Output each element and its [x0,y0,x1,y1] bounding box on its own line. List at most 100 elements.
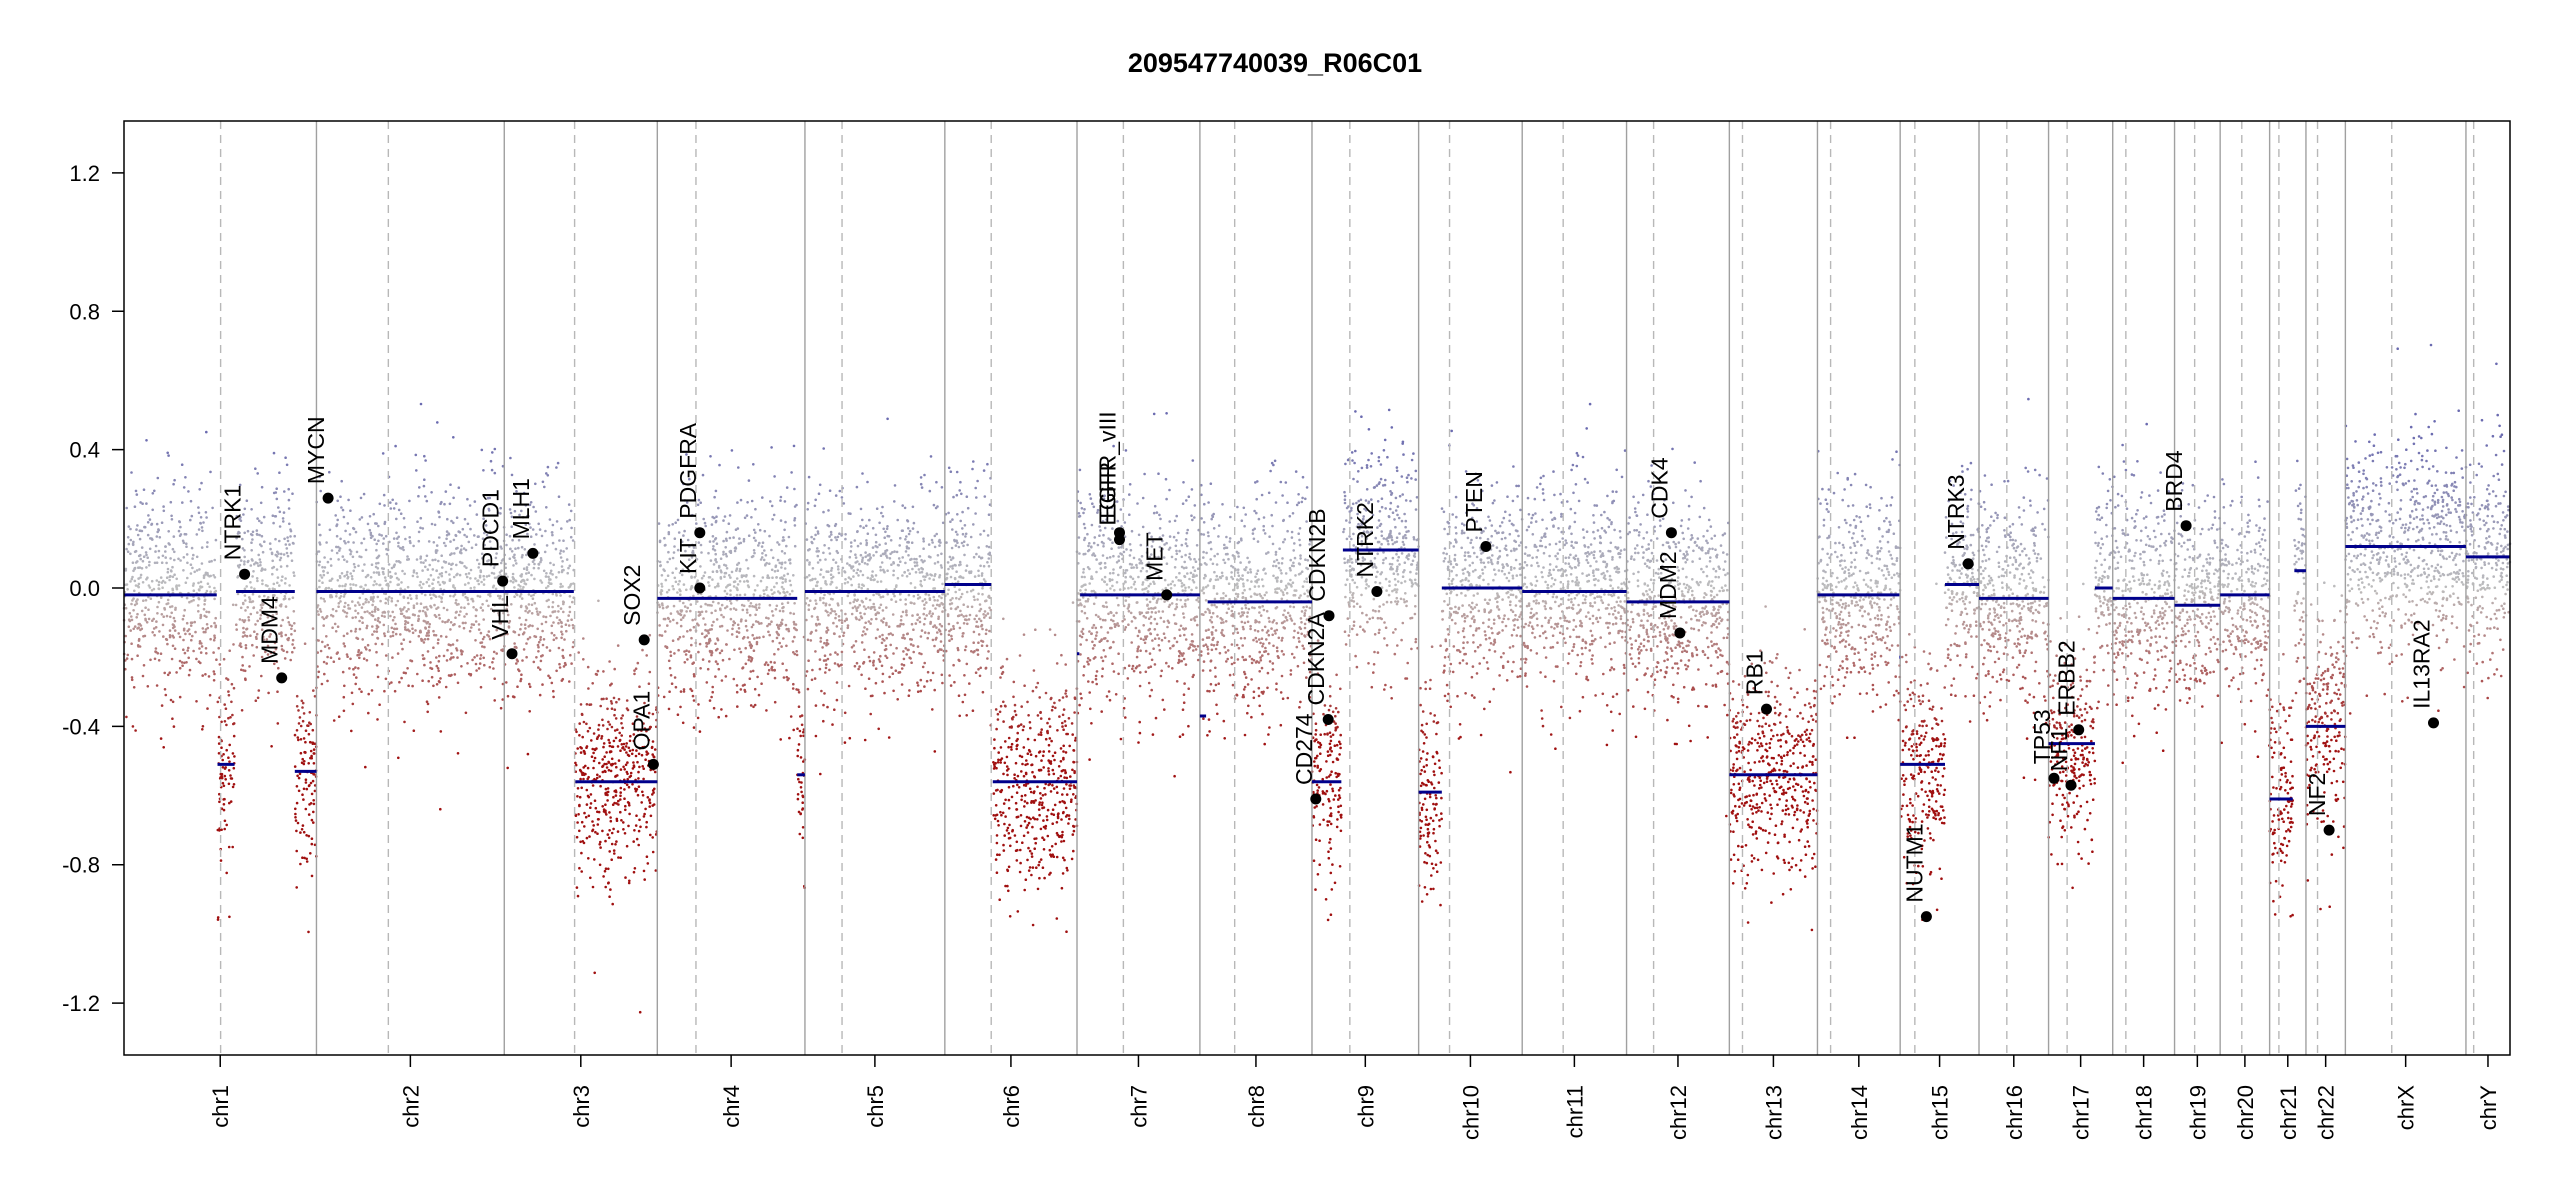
probe-point [199,516,203,519]
probe-point [168,578,171,582]
probe-point [406,667,409,670]
probe-point [537,566,540,570]
probe-point [1048,737,1052,740]
probe-point [426,650,430,653]
probe-point [683,529,686,533]
probe-point [201,674,204,677]
probe-point [395,531,398,535]
probe-point [666,574,670,577]
probe-point [878,543,881,547]
probe-point [267,691,270,695]
probe-point [964,569,968,572]
probe-point [584,815,588,819]
probe-point [948,674,951,677]
probe-point [1015,840,1019,844]
probe-point [447,643,451,646]
probe-point [238,483,242,487]
probe-point [382,537,386,540]
probe-point [181,501,184,504]
probe-point [886,534,889,538]
probe-point [606,707,609,711]
probe-point [127,542,131,546]
probe-point [539,579,542,582]
probe-point [1039,717,1043,720]
probe-point [383,504,386,507]
probe-point [652,803,656,806]
probe-point [374,605,377,609]
probe-point [617,803,620,806]
probe-point [862,584,865,587]
probe-point [874,574,878,577]
probe-point [982,578,986,581]
probe-point [515,662,518,665]
probe-point [888,557,892,560]
probe-point [243,507,247,511]
probe-point [770,548,773,552]
probe-point [154,544,158,548]
probe-point [287,507,291,510]
probe-point [852,600,855,604]
probe-point [320,576,324,579]
probe-point [816,554,820,558]
probe-point [879,569,882,572]
probe-point [927,555,931,558]
probe-point [789,715,793,718]
probe-point [180,463,184,467]
probe-point [796,797,800,801]
probe-point [227,782,231,786]
probe-point [293,574,296,577]
probe-point [430,597,433,600]
probe-point [374,642,378,646]
probe-point [409,597,413,600]
probe-point [829,530,833,534]
probe-point [244,646,248,650]
probe-point [246,606,249,609]
probe-point [932,578,935,581]
probe-point [132,609,135,612]
probe-point [376,637,380,640]
probe-point [775,636,779,640]
probe-point [424,459,427,462]
probe-point [717,667,721,671]
probe-point [384,534,388,538]
probe-point [567,624,571,627]
probe-point [271,614,275,617]
probe-point [969,571,973,574]
probe-point [469,673,473,677]
probe-point [860,641,864,644]
probe-point [645,753,649,756]
probe-point [310,874,314,878]
probe-point [749,704,753,707]
probe-point [287,621,291,624]
probe-point [331,608,335,611]
probe-point [204,511,208,514]
probe-point [592,751,595,755]
probe-point [221,766,225,769]
probe-point [203,574,206,577]
probe-point [499,706,503,710]
probe-point [855,571,858,575]
probe-point [321,581,324,584]
probe-point [980,624,983,628]
probe-point [724,537,728,541]
probe-point [897,624,900,628]
probe-point [619,810,622,814]
probe-point [800,790,803,794]
probe-point [1022,774,1026,778]
probe-point [349,572,353,575]
probe-point [521,659,524,662]
probe-point [204,673,207,676]
probe-point [730,570,734,574]
probe-point [241,664,244,667]
probe-point [427,679,431,683]
probe-point [151,631,154,634]
probe-point [748,604,751,608]
probe-point [147,564,151,567]
probe-point [200,645,204,648]
probe-point [678,579,681,583]
probe-point [585,745,589,748]
probe-point [218,800,221,804]
probe-point [1039,733,1043,737]
probe-point [886,417,889,421]
probe-point [758,603,761,606]
